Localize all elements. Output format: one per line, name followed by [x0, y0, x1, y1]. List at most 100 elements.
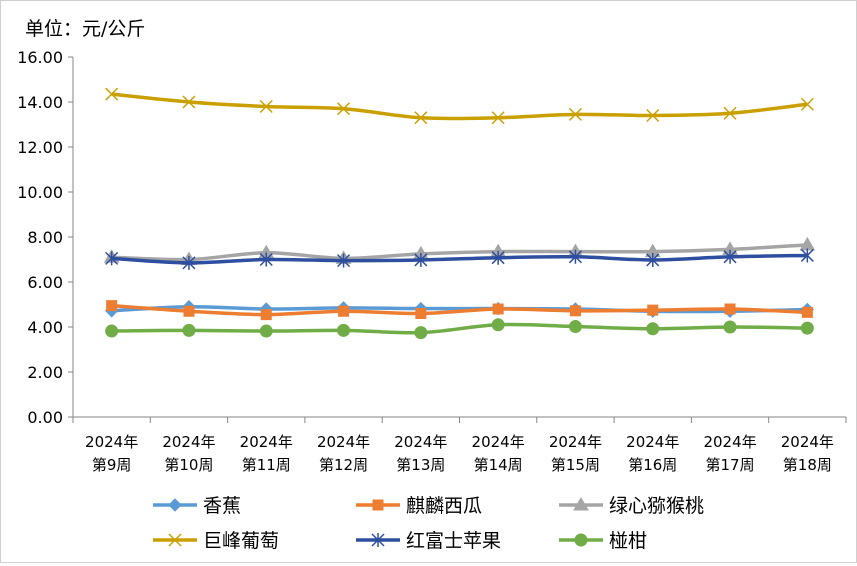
legend-item: 绿心猕猴桃	[559, 495, 704, 517]
x-tick-label-year: 2024年	[781, 433, 834, 451]
series-line	[111, 304, 808, 314]
series-line	[111, 322, 808, 335]
data-point	[183, 305, 195, 317]
series-line	[111, 303, 808, 317]
y-tick-label: 14.00	[17, 93, 63, 112]
x-tick-label-week: 第9周	[92, 456, 132, 474]
legend-item: 麒麟西瓜	[356, 495, 482, 517]
data-point	[723, 106, 737, 120]
data-point	[491, 318, 505, 332]
data-point	[106, 300, 118, 312]
data-point	[800, 321, 814, 335]
x-tick-label-year: 2024年	[472, 433, 525, 451]
series-line	[111, 243, 808, 262]
data-point	[182, 323, 196, 337]
x-tick-label-week: 第12周	[319, 456, 368, 474]
data-point	[568, 249, 582, 264]
series-line	[111, 253, 808, 265]
legend-marker	[168, 533, 182, 547]
legend-item: 椪柑	[559, 530, 647, 552]
data-point	[105, 87, 119, 101]
legend-label: 麒麟西瓜	[406, 495, 482, 517]
data-point	[491, 250, 505, 265]
legend-item: 巨峰葡萄	[153, 530, 279, 552]
data-point	[260, 309, 272, 321]
data-point	[414, 111, 428, 125]
x-tick-label-year: 2024年	[626, 433, 679, 451]
data-point	[724, 303, 736, 315]
legend-label: 巨峰葡萄	[203, 530, 279, 552]
data-point	[801, 306, 813, 318]
data-point	[800, 248, 814, 263]
data-point	[259, 99, 273, 114]
data-point	[105, 324, 119, 338]
y-tick-label: 16.00	[17, 48, 63, 67]
y-tick-label: 6.00	[27, 273, 63, 292]
data-point	[337, 102, 351, 116]
data-point	[259, 252, 273, 267]
data-point	[569, 305, 581, 317]
data-point	[646, 108, 660, 123]
data-point	[568, 320, 582, 334]
data-point	[337, 323, 351, 337]
data-point	[723, 249, 737, 264]
data-point	[259, 324, 273, 338]
legend-marker	[168, 498, 182, 512]
y-tick-label: 10.00	[17, 183, 63, 202]
data-point	[414, 252, 428, 267]
data-point	[414, 326, 428, 340]
x-tick-label-week: 第17周	[706, 456, 755, 474]
x-tick-label-year: 2024年	[703, 433, 756, 451]
x-tick-label-week: 第10周	[164, 456, 213, 474]
x-tick-label-year: 2024年	[162, 433, 215, 451]
data-point	[647, 304, 659, 316]
y-tick-label: 8.00	[27, 228, 63, 247]
data-point	[568, 107, 582, 121]
x-tick-label-week: 第13周	[396, 456, 445, 474]
series-line	[111, 92, 808, 121]
data-point	[182, 95, 196, 109]
data-point	[800, 97, 814, 111]
y-tick-label: 0.00	[27, 408, 63, 427]
data-point	[337, 253, 351, 268]
x-tick-label-year: 2024年	[85, 433, 138, 451]
series-2	[106, 300, 813, 321]
legend-label: 红富士苹果	[406, 530, 501, 552]
legend-marker	[371, 533, 385, 547]
x-tick-label-week: 第14周	[474, 456, 523, 474]
x-tick-label-week: 第18周	[783, 456, 832, 474]
legend-label: 香蕉	[203, 495, 241, 517]
data-point	[491, 111, 505, 125]
legend-marker	[573, 497, 589, 511]
legend-label: 绿心猕猴桃	[609, 495, 704, 517]
x-tick-label-week: 第16周	[628, 456, 677, 474]
x-tick-label-year: 2024年	[240, 433, 293, 451]
y-tick-label: 2.00	[27, 363, 63, 382]
y-tick-label: 12.00	[17, 138, 63, 157]
legend-marker	[574, 533, 588, 547]
data-point	[492, 303, 504, 315]
legend-label: 椪柑	[609, 530, 647, 552]
data-point	[646, 322, 660, 336]
series-5	[105, 248, 814, 270]
data-point	[723, 320, 737, 334]
unit-label: 单位：元/公斤	[25, 18, 145, 40]
series-6	[105, 318, 814, 340]
x-tick-label-year: 2024年	[549, 433, 602, 451]
data-point	[182, 255, 196, 270]
legend-item: 红富士苹果	[356, 530, 501, 552]
data-point	[338, 305, 350, 317]
data-point	[415, 308, 427, 319]
x-tick-label-week: 第15周	[551, 456, 600, 474]
series-4	[105, 87, 814, 125]
x-tick-label-year: 2024年	[394, 433, 447, 451]
axes: 0.00 2.00 4.00 6.00 8.00 10.00 12.00 14.00 16.00…	[17, 48, 847, 474]
legend-item: 香蕉	[153, 495, 241, 517]
y-tick-label: 4.00	[27, 318, 63, 337]
x-tick-label-week: 第11周	[242, 456, 291, 474]
legend-marker	[372, 499, 384, 511]
series-layer	[103, 87, 816, 340]
